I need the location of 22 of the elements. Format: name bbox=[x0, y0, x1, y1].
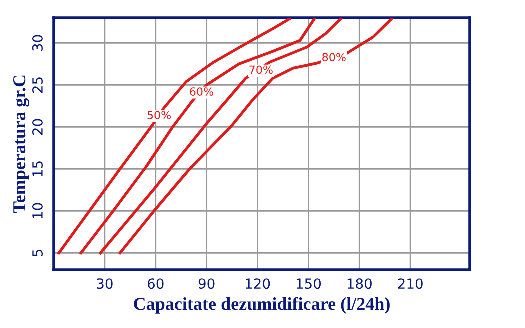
x-tick-label: 150 bbox=[296, 278, 322, 290]
line-series bbox=[118, 18, 394, 255]
x-axis-title: Capacitate dezumidificare (l/24h) bbox=[134, 297, 390, 314]
y-tick-label: 30 bbox=[32, 35, 43, 51]
annotation: 60% bbox=[190, 88, 214, 96]
x-tick-label: 90 bbox=[198, 278, 215, 290]
line-series bbox=[58, 18, 292, 255]
y-tick-label: 5 bbox=[32, 250, 43, 257]
y-tick-label: 15 bbox=[32, 162, 43, 177]
x-tick-label: 30 bbox=[97, 278, 113, 290]
annotation: 70% bbox=[250, 66, 273, 74]
annotation: 80% bbox=[322, 53, 346, 62]
y-tick-label: 10 bbox=[32, 203, 43, 219]
x-tick-label: 210 bbox=[398, 278, 423, 290]
y-tick-label: 25 bbox=[32, 78, 43, 94]
y-tick-label: 20 bbox=[32, 119, 43, 136]
x-tick-label: 120 bbox=[246, 278, 270, 290]
line-series bbox=[80, 18, 316, 255]
x-tick-label: 180 bbox=[348, 278, 372, 290]
annotation: 50% bbox=[148, 111, 172, 120]
x-tick-label: 60 bbox=[148, 278, 164, 290]
y-axis-title: Temperatura gr.C bbox=[14, 76, 30, 214]
